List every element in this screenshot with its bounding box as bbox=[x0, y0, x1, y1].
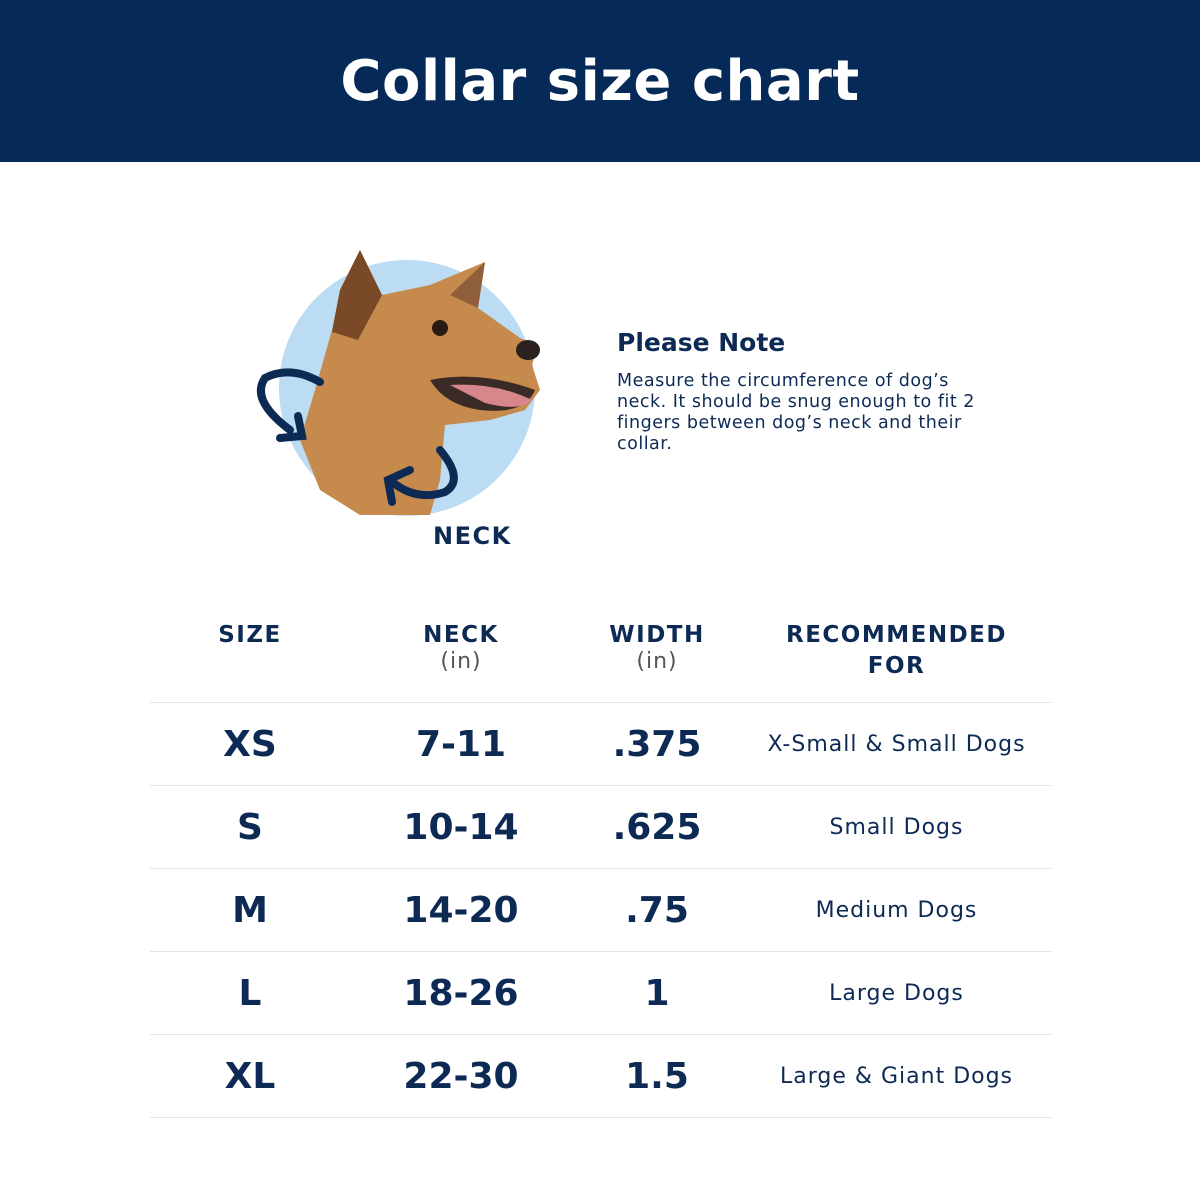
neck-cell: 18-26 bbox=[403, 972, 519, 1014]
neck-label: NECK bbox=[433, 522, 512, 550]
recommended-cell: Small Dogs bbox=[829, 814, 964, 840]
recommended-cell: X-Small & Small Dogs bbox=[767, 731, 1026, 757]
neck-cell: 10-14 bbox=[403, 806, 519, 848]
dog-neck-illustration bbox=[257, 250, 540, 516]
width-cell: .625 bbox=[612, 806, 702, 848]
size-cell: XS bbox=[223, 723, 277, 765]
neck-cell: 22-30 bbox=[403, 1055, 519, 1097]
table-row: L 18-26 1 Large Dogs bbox=[150, 952, 1051, 1035]
table-row: XS 7-11 .375 X-Small & Small Dogs bbox=[150, 703, 1051, 786]
table-header: SIZE NECK (in) WIDTH (in) RECOMMENDED FOR bbox=[150, 612, 1051, 703]
header-width: WIDTH (in) bbox=[572, 612, 742, 702]
please-note: Please Note Measure the circumference of… bbox=[617, 328, 997, 455]
table-row: S 10-14 .625 Small Dogs bbox=[150, 786, 1051, 869]
table-row: XL 22-30 1.5 Large & Giant Dogs bbox=[150, 1035, 1051, 1118]
neck-cell: 7-11 bbox=[415, 723, 507, 765]
size-cell: XL bbox=[224, 1055, 276, 1097]
recommended-cell: Medium Dogs bbox=[815, 897, 978, 923]
header-recommended: RECOMMENDED FOR bbox=[742, 612, 1051, 702]
table-row: M 14-20 .75 Medium Dogs bbox=[150, 869, 1051, 952]
header-banner: Collar size chart bbox=[0, 0, 1200, 162]
page-title: Collar size chart bbox=[340, 48, 860, 114]
header-label: WIDTH bbox=[609, 622, 705, 648]
dog-image bbox=[300, 250, 540, 515]
header-label: RECOMMENDED FOR bbox=[786, 622, 1007, 679]
note-body: Measure the circumference of dog’s neck.… bbox=[617, 371, 975, 454]
size-cell: S bbox=[237, 806, 263, 848]
recommended-cell: Large & Giant Dogs bbox=[779, 1063, 1014, 1089]
recommended-cell: Large Dogs bbox=[829, 980, 964, 1006]
header-label: SIZE bbox=[218, 622, 282, 648]
width-cell: .375 bbox=[612, 723, 702, 765]
size-cell: L bbox=[238, 972, 262, 1014]
header-label: NECK bbox=[423, 622, 499, 648]
size-table: SIZE NECK (in) WIDTH (in) RECOMMENDED FOR … bbox=[150, 612, 1051, 1118]
header-unit: (in) bbox=[636, 649, 678, 674]
header-unit: (in) bbox=[440, 649, 482, 674]
width-cell: .75 bbox=[625, 889, 689, 931]
size-cell: M bbox=[232, 889, 268, 931]
width-cell: 1.5 bbox=[625, 1055, 689, 1097]
header-neck: NECK (in) bbox=[350, 612, 572, 702]
neck-cell: 14-20 bbox=[403, 889, 519, 931]
note-heading: Please Note bbox=[617, 328, 786, 357]
width-cell: 1 bbox=[644, 972, 670, 1014]
measure-arrows-icon bbox=[257, 368, 458, 506]
header-size: SIZE bbox=[150, 612, 350, 702]
